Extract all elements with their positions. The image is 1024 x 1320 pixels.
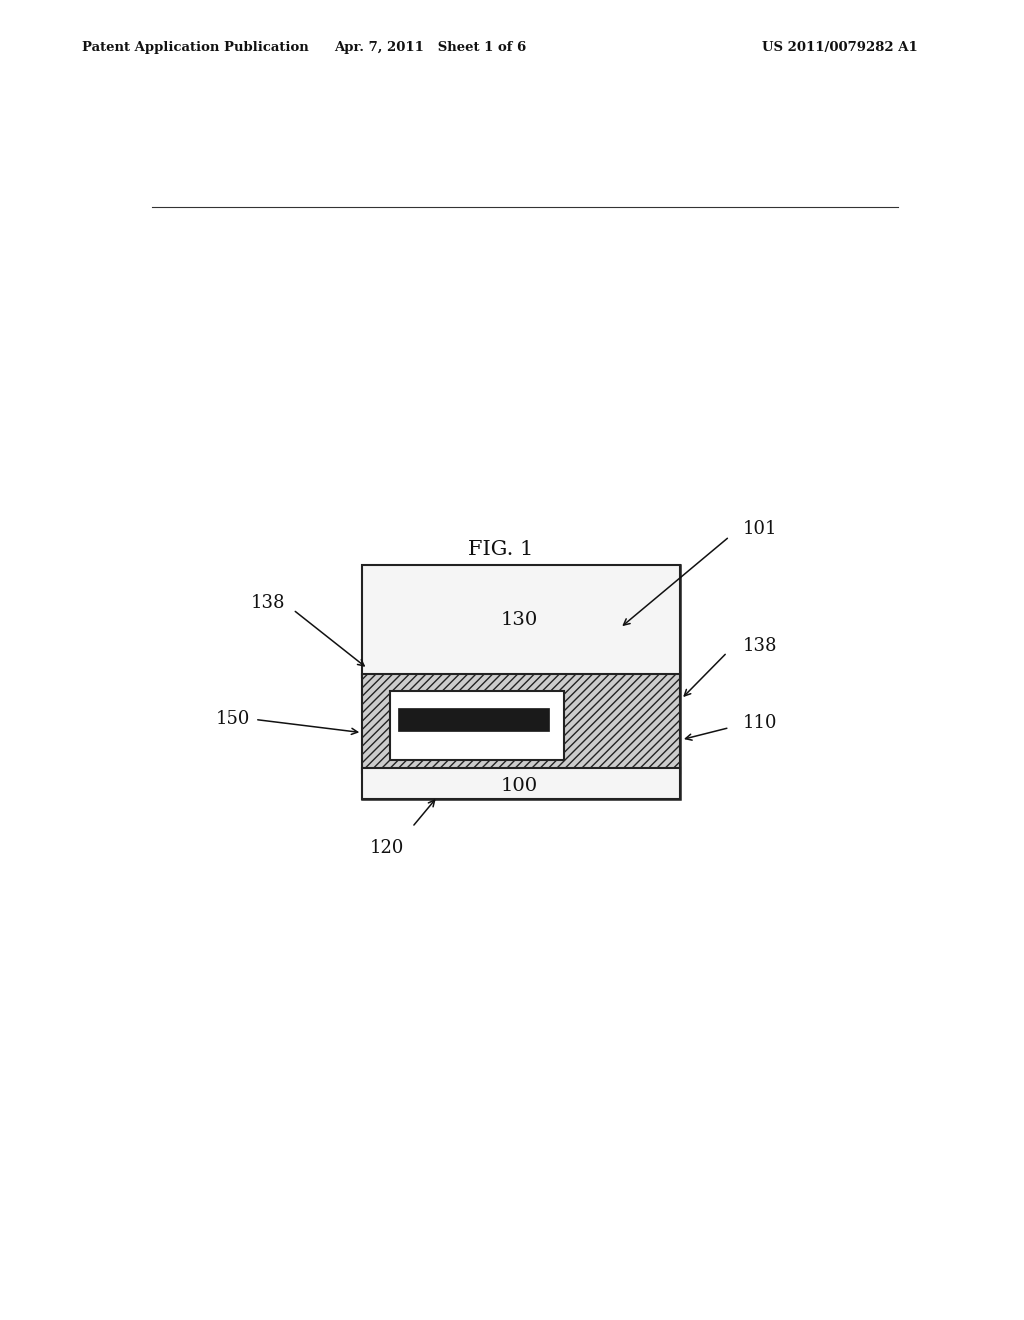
Bar (362, 565, 680, 677)
Text: FIG. 1: FIG. 1 (468, 540, 534, 560)
Text: Apr. 7, 2011   Sheet 1 of 6: Apr. 7, 2011 Sheet 1 of 6 (334, 41, 526, 54)
Text: 101: 101 (743, 520, 777, 539)
Bar (362, 768, 680, 799)
Text: US 2011/0079282 A1: US 2011/0079282 A1 (762, 41, 918, 54)
Text: 130: 130 (501, 611, 539, 628)
Text: 150: 150 (215, 710, 250, 729)
Text: 100: 100 (501, 776, 539, 795)
Bar (362, 565, 680, 799)
Bar (390, 690, 564, 760)
Bar (362, 673, 680, 774)
Text: Patent Application Publication: Patent Application Publication (82, 41, 308, 54)
Text: 120: 120 (370, 838, 404, 857)
Bar (397, 709, 549, 731)
Text: 138: 138 (251, 594, 286, 611)
Text: 138: 138 (743, 638, 777, 655)
Text: 110: 110 (743, 714, 777, 731)
